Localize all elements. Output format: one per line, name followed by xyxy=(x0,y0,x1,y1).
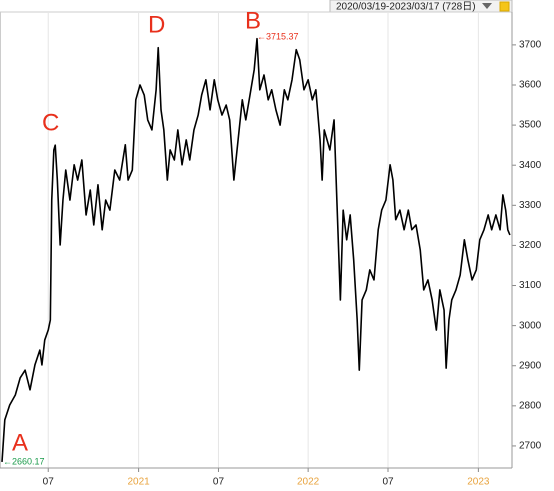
dropdown-arrow[interactable] xyxy=(482,3,492,9)
y-tick-label: 3300 xyxy=(519,200,542,211)
annotation: A xyxy=(12,429,28,456)
x-tick-label: 2022 xyxy=(297,477,320,488)
annotation: C xyxy=(42,109,59,136)
x-tick-label: 07 xyxy=(213,477,225,488)
x-tick-label: 2021 xyxy=(127,477,150,488)
x-tick-label: 07 xyxy=(382,477,394,488)
y-tick-label: 2800 xyxy=(519,400,542,411)
y-tick-label: 3600 xyxy=(519,80,542,91)
y-tick-label: 3100 xyxy=(519,280,542,291)
x-tick-label: 2023 xyxy=(467,477,490,488)
settings-icon[interactable] xyxy=(499,1,510,12)
y-tick-label: 3200 xyxy=(519,240,542,251)
y-tick-label: 3500 xyxy=(519,120,542,131)
annotation: D xyxy=(148,11,165,38)
y-tick-label: 3000 xyxy=(519,320,542,331)
annotation: ←2660.17 xyxy=(3,456,45,466)
y-tick-label: 2700 xyxy=(519,441,542,452)
y-tick-label: 3400 xyxy=(519,160,542,171)
annotation: B xyxy=(245,7,261,34)
price-line xyxy=(1,37,511,462)
x-tick-label: 07 xyxy=(43,477,55,488)
y-tick-label: 2900 xyxy=(519,360,542,371)
date-range: 2020/03/19-2023/03/17 (728日) xyxy=(336,2,476,13)
annotation: ←3715.37 xyxy=(257,31,299,41)
y-tick-label: 3700 xyxy=(519,40,542,51)
